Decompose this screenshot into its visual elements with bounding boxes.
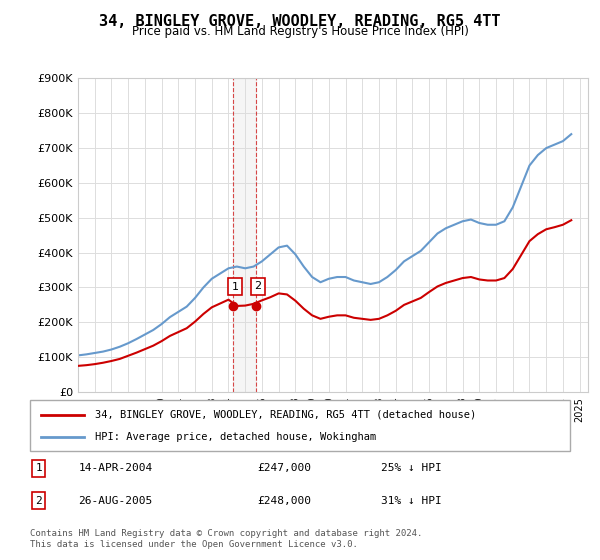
Text: 25% ↓ HPI: 25% ↓ HPI	[381, 463, 442, 473]
Bar	[233, 78, 256, 392]
Text: HPI: Average price, detached house, Wokingham: HPI: Average price, detached house, Woki…	[95, 432, 376, 442]
Text: 26-AUG-2005: 26-AUG-2005	[79, 496, 153, 506]
FancyBboxPatch shape	[30, 400, 570, 451]
Text: £248,000: £248,000	[257, 496, 311, 506]
Text: 1: 1	[232, 282, 238, 292]
Text: Contains HM Land Registry data © Crown copyright and database right 2024.
This d: Contains HM Land Registry data © Crown c…	[30, 529, 422, 549]
Text: Price paid vs. HM Land Registry's House Price Index (HPI): Price paid vs. HM Land Registry's House …	[131, 25, 469, 38]
Text: 2: 2	[35, 496, 42, 506]
Text: 34, BINGLEY GROVE, WOODLEY, READING, RG5 4TT: 34, BINGLEY GROVE, WOODLEY, READING, RG5…	[99, 14, 501, 29]
Text: 2: 2	[254, 282, 262, 291]
Text: 31% ↓ HPI: 31% ↓ HPI	[381, 496, 442, 506]
Text: 1: 1	[35, 463, 42, 473]
Text: £247,000: £247,000	[257, 463, 311, 473]
Text: 14-APR-2004: 14-APR-2004	[79, 463, 153, 473]
Text: 34, BINGLEY GROVE, WOODLEY, READING, RG5 4TT (detached house): 34, BINGLEY GROVE, WOODLEY, READING, RG5…	[95, 409, 476, 419]
